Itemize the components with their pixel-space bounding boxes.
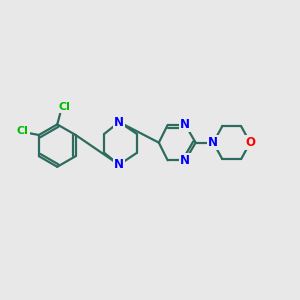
- Text: N: N: [114, 116, 124, 128]
- Text: O: O: [245, 136, 255, 149]
- Text: N: N: [208, 136, 218, 149]
- Text: N: N: [114, 158, 124, 171]
- Text: Cl: Cl: [17, 126, 28, 136]
- Text: Cl: Cl: [59, 102, 70, 112]
- Text: N: N: [180, 118, 190, 131]
- Text: N: N: [180, 154, 190, 167]
